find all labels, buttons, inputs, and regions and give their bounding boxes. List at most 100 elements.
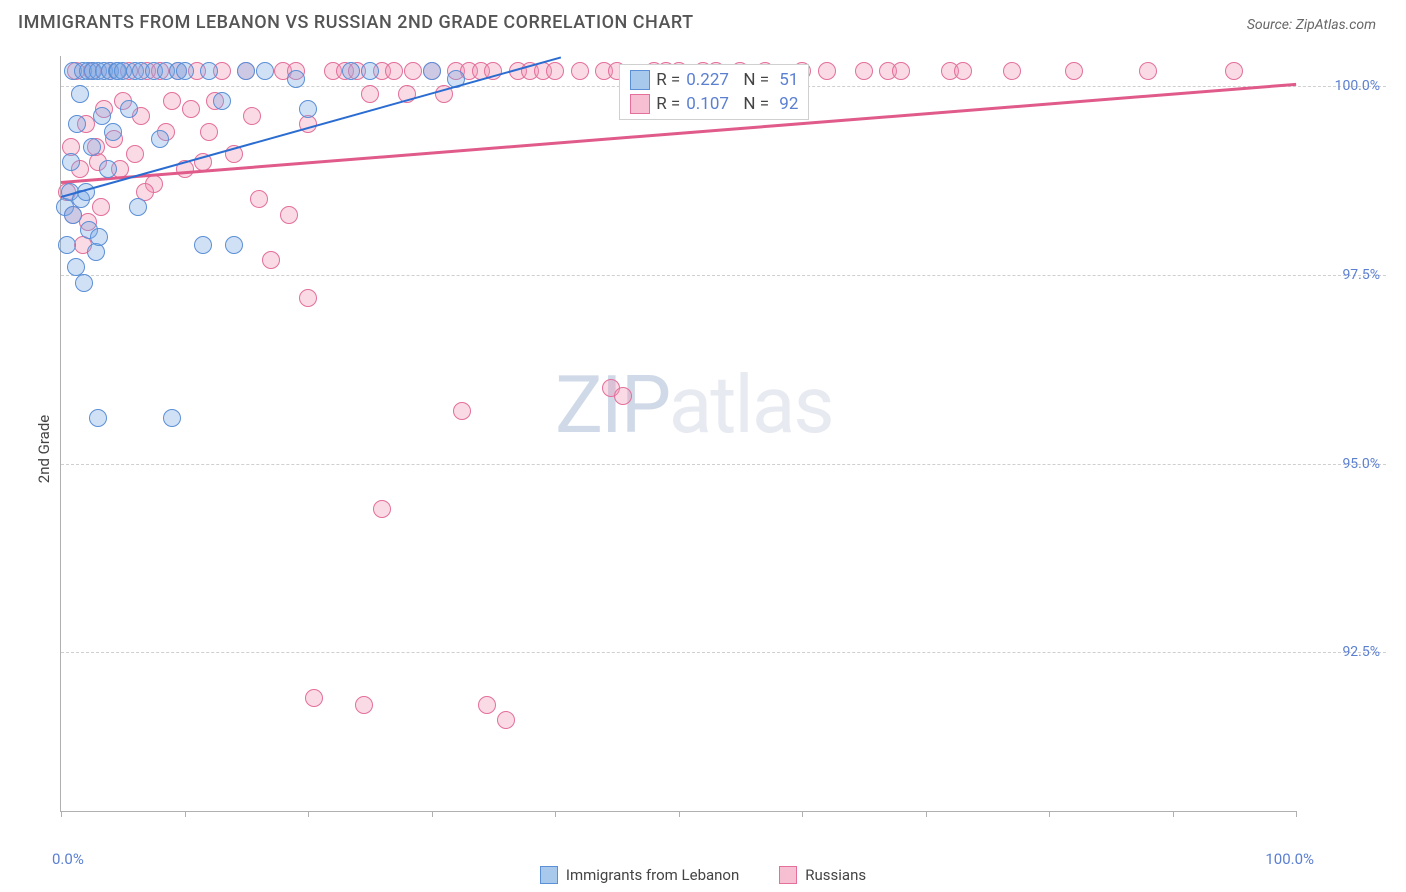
data-point bbox=[136, 183, 154, 201]
data-point bbox=[453, 402, 471, 420]
data-point bbox=[129, 198, 147, 216]
legend-label: Russians bbox=[805, 866, 866, 884]
data-point bbox=[67, 62, 85, 80]
data-point bbox=[879, 62, 897, 80]
data-point bbox=[497, 711, 515, 729]
source-label: Source: ZipAtlas.com bbox=[1247, 17, 1376, 33]
data-point bbox=[80, 221, 98, 239]
data-point bbox=[138, 62, 156, 80]
legend-item-russians: Russians bbox=[779, 866, 866, 884]
data-point bbox=[64, 206, 82, 224]
stats-box: R = 0.227 N = 51R = 0.107 N = 92 bbox=[619, 64, 809, 120]
data-point bbox=[262, 251, 280, 269]
data-point bbox=[67, 258, 85, 276]
data-point bbox=[342, 62, 360, 80]
data-point bbox=[237, 62, 255, 80]
data-point bbox=[423, 62, 441, 80]
data-point bbox=[64, 206, 82, 224]
data-point bbox=[361, 85, 379, 103]
data-point bbox=[1065, 62, 1083, 80]
data-point bbox=[299, 289, 317, 307]
data-point bbox=[75, 274, 93, 292]
data-point bbox=[58, 236, 76, 254]
data-point bbox=[355, 696, 373, 714]
data-point bbox=[68, 115, 86, 133]
data-point bbox=[1139, 62, 1157, 80]
data-point bbox=[200, 62, 218, 80]
regression-line bbox=[61, 56, 562, 198]
data-point bbox=[109, 62, 127, 80]
data-point bbox=[92, 198, 110, 216]
data-point bbox=[348, 62, 366, 80]
data-point bbox=[101, 62, 119, 80]
data-point bbox=[108, 62, 126, 80]
y-tick-label: 97.5% bbox=[1342, 267, 1380, 283]
data-point bbox=[194, 236, 212, 254]
data-point bbox=[145, 62, 163, 80]
data-point bbox=[163, 92, 181, 110]
data-point bbox=[225, 236, 243, 254]
data-point bbox=[176, 62, 194, 80]
data-point bbox=[71, 160, 89, 178]
data-point bbox=[145, 175, 163, 193]
data-point bbox=[151, 62, 169, 80]
data-point bbox=[546, 62, 564, 80]
data-point bbox=[361, 62, 379, 80]
data-point bbox=[280, 206, 298, 224]
data-point bbox=[87, 138, 105, 156]
data-point bbox=[243, 107, 261, 125]
data-point bbox=[93, 107, 111, 125]
data-point bbox=[157, 123, 175, 141]
data-point bbox=[595, 62, 613, 80]
data-point bbox=[287, 70, 305, 88]
data-point bbox=[305, 689, 323, 707]
data-point bbox=[169, 62, 187, 80]
gridline bbox=[61, 275, 1386, 276]
data-point bbox=[404, 62, 422, 80]
data-point bbox=[120, 62, 138, 80]
legend-swatch-icon bbox=[540, 866, 558, 884]
data-point bbox=[478, 696, 496, 714]
data-point bbox=[79, 213, 97, 231]
stats-row: R = 0.107 N = 92 bbox=[630, 92, 798, 116]
data-point bbox=[447, 62, 465, 80]
chart-area: 2nd Grade ZIPatlas 92.5%95.0%97.5%100.0%… bbox=[50, 56, 1386, 842]
data-point bbox=[64, 62, 82, 80]
legend-item-lebanon: Immigrants from Lebanon bbox=[540, 866, 739, 884]
data-point bbox=[855, 62, 873, 80]
stats-row: R = 0.227 N = 51 bbox=[630, 68, 798, 92]
watermark: ZIPatlas bbox=[555, 358, 833, 452]
title-row: IMMIGRANTS FROM LEBANON VS RUSSIAN 2ND G… bbox=[0, 0, 1406, 39]
data-point bbox=[89, 153, 107, 171]
data-point bbox=[99, 160, 117, 178]
data-point bbox=[114, 92, 132, 110]
y-axis-label: 2nd Grade bbox=[35, 415, 53, 483]
data-point bbox=[602, 379, 620, 397]
data-point bbox=[151, 130, 169, 148]
y-tick-label: 95.0% bbox=[1342, 456, 1380, 472]
legend-label: Immigrants from Lebanon bbox=[566, 866, 739, 884]
data-point bbox=[200, 123, 218, 141]
gridline bbox=[61, 652, 1386, 653]
data-point bbox=[460, 62, 478, 80]
data-point bbox=[1003, 62, 1021, 80]
data-point bbox=[95, 62, 113, 80]
stats-swatch-icon bbox=[630, 70, 650, 90]
chart-title: IMMIGRANTS FROM LEBANON VS RUSSIAN 2ND G… bbox=[18, 12, 694, 33]
gridline bbox=[61, 464, 1386, 465]
data-point bbox=[163, 409, 181, 427]
data-point bbox=[256, 62, 274, 80]
data-point bbox=[213, 62, 231, 80]
y-tick-label: 92.5% bbox=[1342, 644, 1380, 660]
data-point bbox=[74, 236, 92, 254]
data-point bbox=[95, 100, 113, 118]
data-point bbox=[126, 145, 144, 163]
data-point bbox=[90, 228, 108, 246]
data-point bbox=[336, 62, 354, 80]
data-point bbox=[71, 85, 89, 103]
data-point bbox=[423, 62, 441, 80]
data-point bbox=[571, 62, 589, 80]
data-point bbox=[1225, 62, 1243, 80]
data-point bbox=[324, 62, 342, 80]
data-point bbox=[56, 198, 74, 216]
